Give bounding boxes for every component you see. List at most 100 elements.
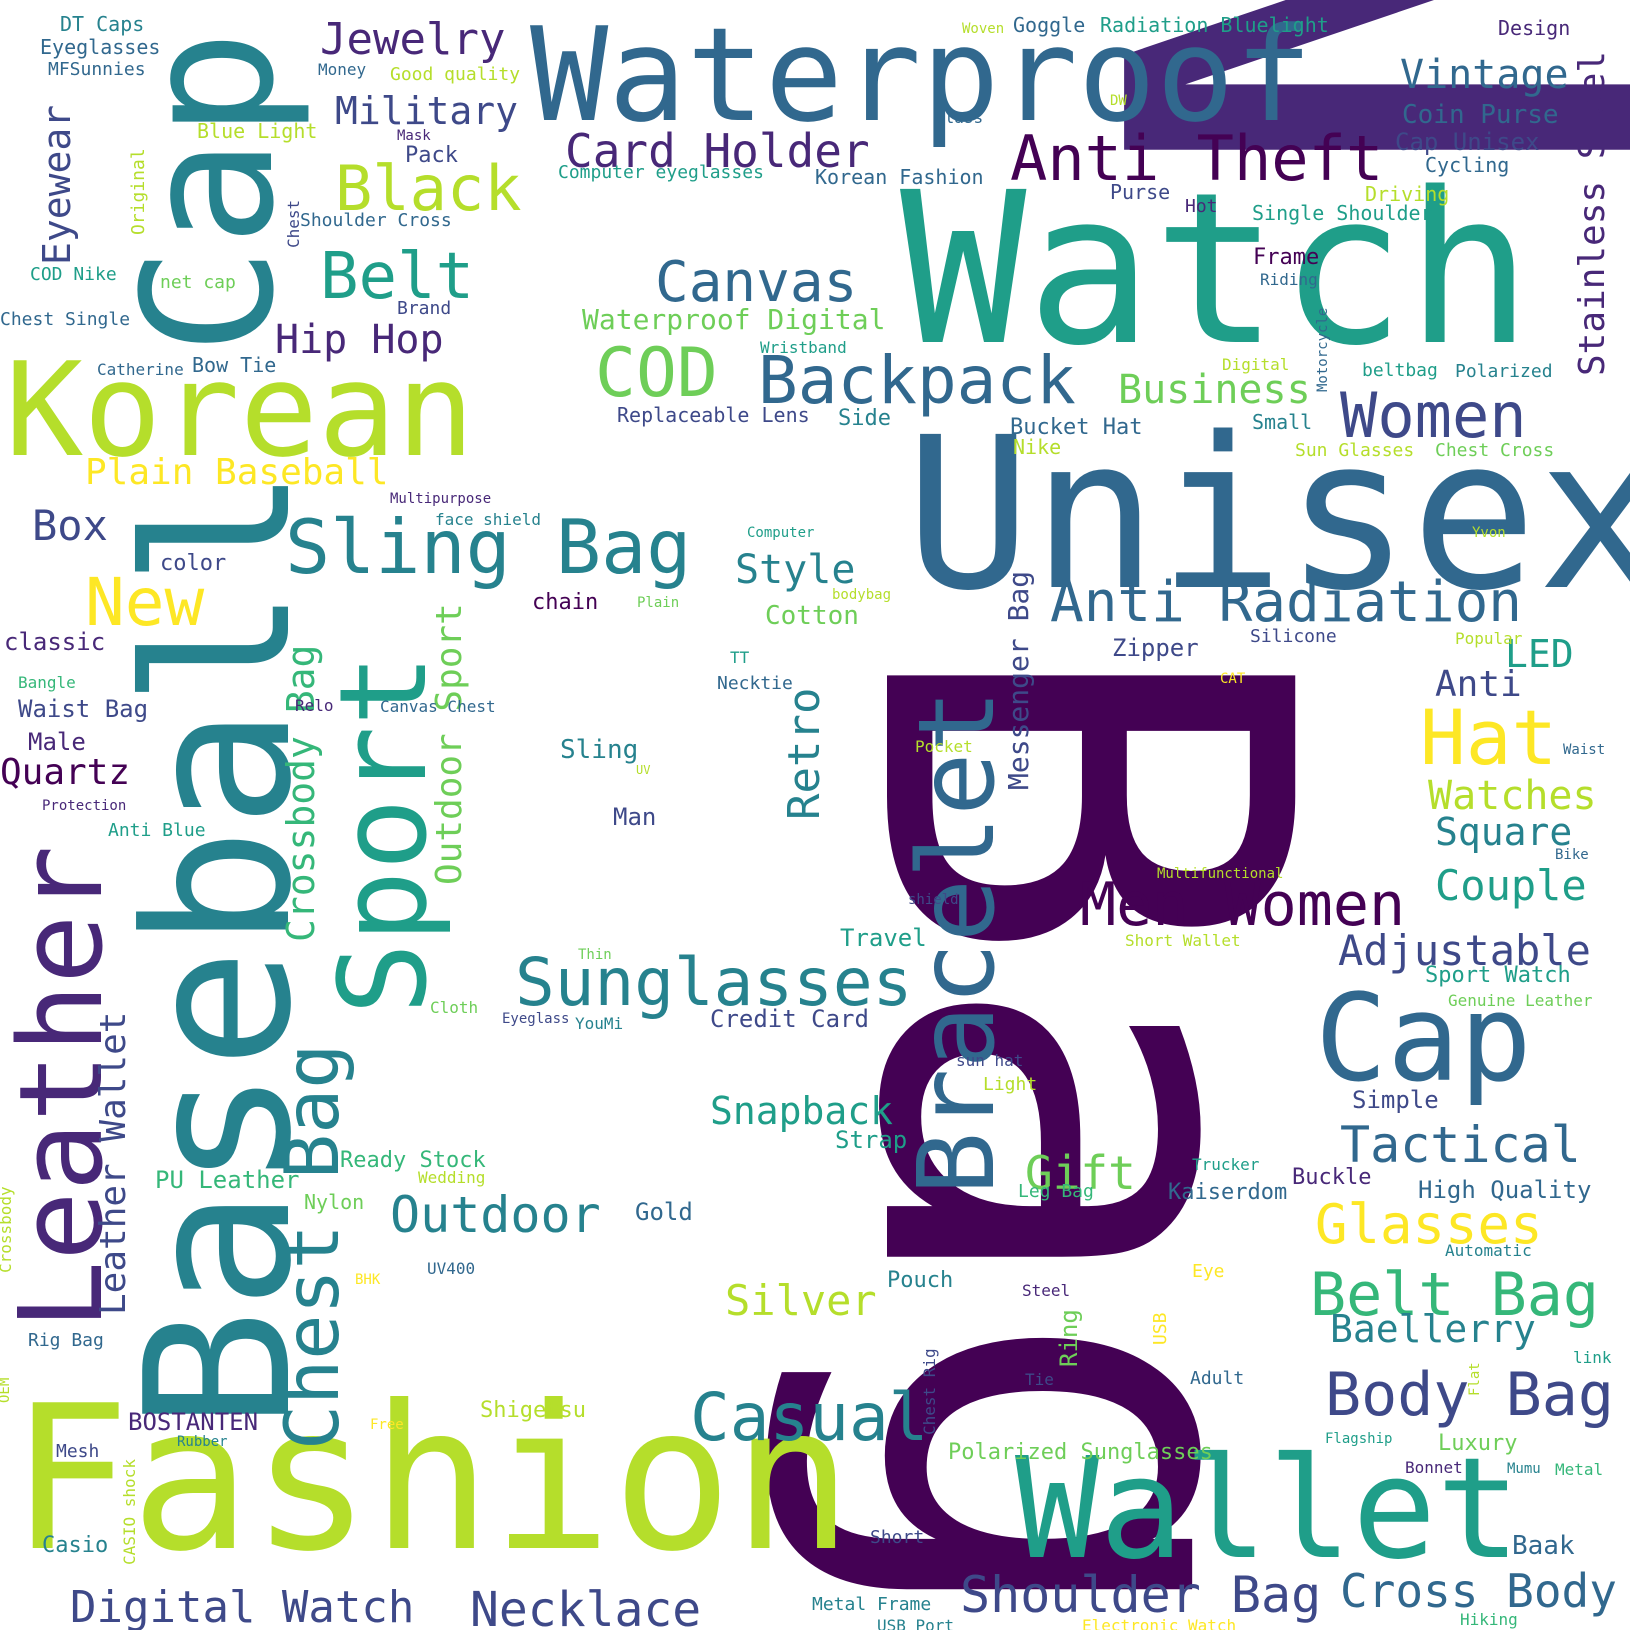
word-rubber: Rubber [177, 1434, 228, 1450]
word-design: Design [1498, 16, 1571, 40]
word-bow-tie: Bow Tie [192, 353, 277, 377]
word-multifunctional: Multifunctional [1157, 866, 1284, 882]
word-thin: Thin [578, 947, 612, 963]
word-buckle: Buckle [1292, 1165, 1372, 1190]
word-hot: Hot [1185, 196, 1218, 217]
word-square: Square [1435, 810, 1573, 854]
word-side: Side [838, 406, 891, 431]
word-waist-bag: Waist Bag [18, 695, 149, 723]
word-chest: Chest [284, 199, 303, 248]
word-watches: Watches [1428, 773, 1597, 819]
word-dt-caps: DT Caps [60, 12, 145, 36]
word-cap: Cap [1315, 970, 1532, 1109]
word-canvas: Canvas [655, 250, 858, 315]
word-money: Money [318, 60, 367, 79]
word-adult: Adult [1190, 1368, 1245, 1389]
word-wristband: Wristband [760, 338, 847, 357]
word-oem: OEM [0, 1377, 13, 1403]
word-sling: Sling [560, 735, 639, 765]
word-cap-unisex: Cap Unisex [1395, 128, 1540, 156]
word-plain: Plain [637, 595, 680, 611]
word-outdoor: Outdoor [390, 1186, 601, 1244]
word-vintage: Vintage [1400, 52, 1569, 98]
word-catherine: Catherine [97, 360, 184, 379]
word-travel: Travel [840, 924, 927, 952]
word-eyewear: Eyewear [35, 104, 79, 265]
word-anti-blue: Anti Blue [108, 820, 206, 841]
word-polarized-sunglasses: Polarized Sunglasses [948, 1440, 1213, 1465]
word-retro: Retro [779, 687, 830, 820]
word-waterproof-digital: Waterproof Digital [582, 303, 886, 336]
word-bucket-hat: Bucket Hat [1010, 415, 1143, 440]
word-sun-hat: sun hat [956, 1051, 1024, 1070]
word-eye: Eye [1192, 1261, 1225, 1282]
word-messenger-bag: Messenger Bag [1002, 570, 1035, 790]
word-replaceable-lens: Replaceable Lens [617, 403, 810, 427]
word-cod: COD [595, 334, 718, 413]
word-luxury: Luxury [1438, 1431, 1518, 1456]
word-face-shield: face shield [435, 510, 541, 529]
word-bangle: Bangle [18, 673, 76, 692]
word-strap: Strap [835, 1126, 908, 1154]
word-shoulder-bag: Shoulder Bag [960, 1566, 1322, 1624]
word-sun-glasses: Sun Glasses [1295, 440, 1415, 461]
word-backpack: Backpack [758, 342, 1076, 419]
word-korean-fashion: Korean Fashion [815, 165, 984, 189]
word-blue-light: Blue Light [197, 119, 318, 143]
word-high-quality: High Quality [1418, 1176, 1592, 1204]
word-hiking: Hiking [1460, 1610, 1518, 1629]
word-mumu: Mumu [1507, 1461, 1541, 1477]
word-short: Short [870, 1527, 925, 1548]
word-trucker: Trucker [1192, 1155, 1260, 1174]
word-casio: Casio [42, 1533, 109, 1558]
word-riding: Riding [1260, 270, 1318, 289]
word-shield: shield [908, 892, 959, 908]
word-free: Free [370, 1417, 404, 1433]
word-chest-rig: Chest Rig [920, 1348, 939, 1435]
word-belt-bag: Belt Bag [1310, 1260, 1599, 1330]
word-good-quality: Good quality [390, 64, 521, 85]
word-casual: Casual [690, 1379, 929, 1456]
word-small: Small [1252, 410, 1313, 434]
word-cross-body: Cross Body [1340, 1564, 1617, 1618]
word-flagship: Flagship [1325, 1431, 1393, 1447]
word-bodybag: bodybag [832, 587, 892, 603]
word-led: LED [1505, 632, 1574, 676]
word-bostanten: BOSTANTEN [128, 1408, 259, 1436]
word-color: color [160, 551, 227, 576]
word-leather-wallet: Leather Wallet [93, 1011, 134, 1315]
word-plain-baseball: Plain Baseball [85, 452, 389, 493]
word-quartz: Quartz [0, 752, 131, 793]
word-glasses: Glasses [1315, 1193, 1543, 1256]
word-yvon: Yvon [1472, 525, 1506, 541]
word-usb-port: USB Port [877, 1616, 955, 1630]
word-digital-watch: Digital Watch [70, 1582, 415, 1630]
word-bhk: BHK [355, 1272, 381, 1288]
word-box: Box [32, 501, 108, 550]
word-pu-leather: PU Leather [155, 1166, 300, 1194]
word-tt: TT [730, 648, 750, 667]
word-man: Man [613, 803, 657, 831]
word-polarized: Polarized [1455, 361, 1553, 382]
word-coin-purse: Coin Purse [1402, 100, 1559, 130]
word-pocket: Pocket [915, 737, 973, 756]
word-chest-bag: Chest Bag [268, 1043, 356, 1450]
word-dw: DW [1110, 93, 1127, 109]
word-metal: Metal [1555, 1460, 1604, 1479]
word-gold: Gold [635, 1198, 693, 1226]
word-silicone: Silicone [1250, 626, 1337, 647]
word-outdoor-sport: Outdoor Sport [429, 603, 470, 885]
word-women: Women [1340, 379, 1527, 452]
word-digital: Digital [1222, 355, 1290, 374]
word-chain: chain [532, 590, 599, 615]
word-uv400: UV400 [427, 1259, 476, 1278]
word-multipurpose: Multipurpose [390, 491, 492, 507]
word-shigetsu: Shigetsu [480, 1398, 586, 1423]
word-chest-cross: Chest Cross [1435, 440, 1555, 461]
word-link: link [1573, 1348, 1612, 1367]
word-usb: USB [1150, 1312, 1171, 1345]
word-classic: classic [4, 628, 106, 656]
word-cloth: Cloth [430, 998, 479, 1017]
word-net-cap: net cap [160, 272, 236, 293]
word-card-holder: Card Holder [565, 124, 870, 178]
